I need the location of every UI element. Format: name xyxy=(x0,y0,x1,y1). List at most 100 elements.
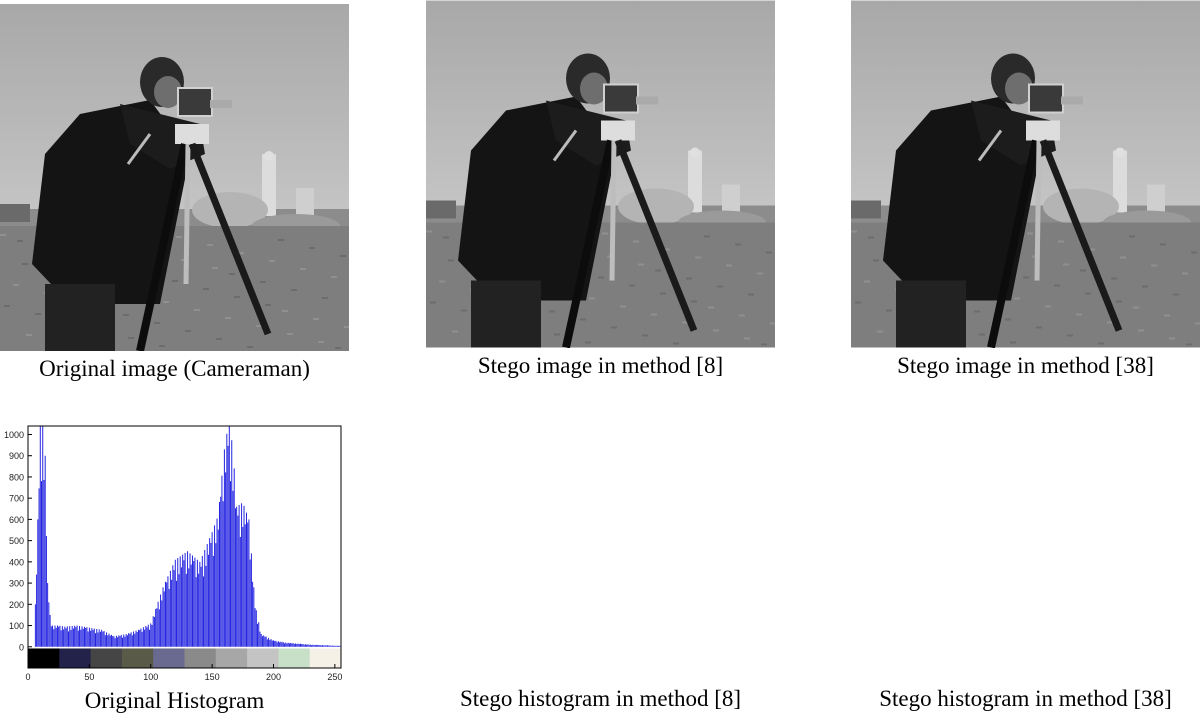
histogram-bar xyxy=(104,635,106,647)
histogram-bar xyxy=(296,644,298,647)
histogram-bar xyxy=(252,581,254,647)
histogram-bar xyxy=(266,639,268,647)
histogram-bar xyxy=(304,644,306,647)
histogram-bar xyxy=(47,583,49,647)
histogram-bar xyxy=(166,582,168,647)
histogram-bar xyxy=(339,645,341,647)
histogram-bar xyxy=(128,633,130,647)
stego-histogram-38-caption: Stego histogram in method [38] xyxy=(879,686,1172,711)
x-tick-label: 150 xyxy=(205,672,220,682)
histogram-bar xyxy=(286,643,288,647)
histogram-bar xyxy=(149,629,151,647)
histogram-bar xyxy=(198,573,200,647)
colorbar-segment xyxy=(28,648,60,668)
histogram-bar xyxy=(311,645,313,647)
histogram-bar xyxy=(86,627,88,647)
histogram-bar xyxy=(297,643,299,647)
histogram-bar xyxy=(227,445,229,647)
histogram-bar xyxy=(61,626,63,647)
histogram-bar xyxy=(77,630,79,647)
histogram-bar xyxy=(194,557,196,647)
colorbar-segment xyxy=(59,648,92,668)
histogram-bar xyxy=(189,553,191,647)
histogram-bar xyxy=(109,635,111,647)
histogram-bar xyxy=(155,608,157,647)
histogram-bar xyxy=(275,640,277,647)
histogram-bar xyxy=(300,643,301,647)
stego-image-38-caption: Stego image in method [38] xyxy=(897,353,1154,378)
histogram-bar xyxy=(280,641,282,647)
histogram-colorbar xyxy=(28,648,342,668)
histogram-bar xyxy=(260,634,262,647)
histogram-bar xyxy=(92,629,94,647)
histogram-bar xyxy=(247,522,249,647)
cameraman-scene xyxy=(426,0,775,348)
histogram-bar xyxy=(101,629,103,647)
histogram-bar xyxy=(156,608,158,647)
histogram-bar xyxy=(146,627,148,647)
histogram-bar xyxy=(200,566,202,647)
histogram-bar xyxy=(79,625,81,647)
histogram-bar xyxy=(129,633,131,647)
histogram-bar xyxy=(163,591,165,647)
histogram-bar xyxy=(320,645,322,647)
histogram-bar xyxy=(38,488,40,647)
y-tick-label: 600 xyxy=(9,515,24,525)
histogram-bar xyxy=(56,625,58,647)
histogram-bar xyxy=(325,645,327,647)
histogram-bar xyxy=(63,629,65,647)
histogram-bar xyxy=(82,628,84,647)
histogram-bar xyxy=(87,631,89,647)
histogram-bar xyxy=(144,629,146,647)
histogram-bar xyxy=(298,644,300,647)
histogram-bar xyxy=(85,628,87,647)
y-tick-label: 700 xyxy=(9,494,24,504)
histogram-bar xyxy=(162,587,164,647)
histogram-bar xyxy=(142,627,144,647)
histogram-bar xyxy=(75,627,77,647)
histogram-bar xyxy=(309,644,311,647)
plot-frame xyxy=(27,425,342,669)
histogram-bar xyxy=(95,633,96,647)
histogram-bar xyxy=(171,579,173,647)
histogram-bar xyxy=(117,637,119,647)
histogram-bar xyxy=(58,626,60,647)
histogram-bar xyxy=(72,628,74,647)
y-tick-label: 100 xyxy=(9,621,24,631)
stego-image-8 xyxy=(426,0,775,348)
histogram-bar xyxy=(168,588,170,647)
histogram-bar xyxy=(334,645,336,647)
histogram-bar xyxy=(193,561,195,647)
histogram-bar xyxy=(204,549,206,647)
histogram-bar xyxy=(185,573,187,647)
histogram-bar xyxy=(130,632,132,647)
histogram-bar xyxy=(331,645,333,647)
histogram-bar xyxy=(115,635,117,647)
histogram-bar xyxy=(114,638,116,647)
cameraman-scene xyxy=(851,0,1200,348)
histogram-bar xyxy=(180,567,182,647)
histogram-bar xyxy=(124,636,126,647)
histogram-bar xyxy=(268,637,270,647)
histogram-bar xyxy=(333,645,335,647)
histogram-bar xyxy=(330,645,332,647)
histogram-bar xyxy=(233,468,235,647)
x-tick-label: 250 xyxy=(327,672,342,682)
histogram-bar xyxy=(131,635,133,647)
histogram-bar xyxy=(83,626,85,647)
histogram-bar xyxy=(264,636,266,647)
histogram-bar xyxy=(225,472,227,647)
x-tick-label: 200 xyxy=(266,672,281,682)
histogram-bar xyxy=(182,554,184,647)
colorbar-segment xyxy=(121,648,154,668)
histogram-bar xyxy=(232,490,234,647)
histogram-bar xyxy=(158,609,160,647)
histogram-bar xyxy=(271,640,273,647)
histogram-bar xyxy=(199,561,201,647)
histogram-bar xyxy=(34,604,36,647)
histogram-bar xyxy=(338,645,340,647)
histogram-bar xyxy=(88,627,90,647)
histogram-bar xyxy=(188,568,190,647)
histogram-bar xyxy=(238,504,240,647)
histogram-bar xyxy=(157,601,159,647)
